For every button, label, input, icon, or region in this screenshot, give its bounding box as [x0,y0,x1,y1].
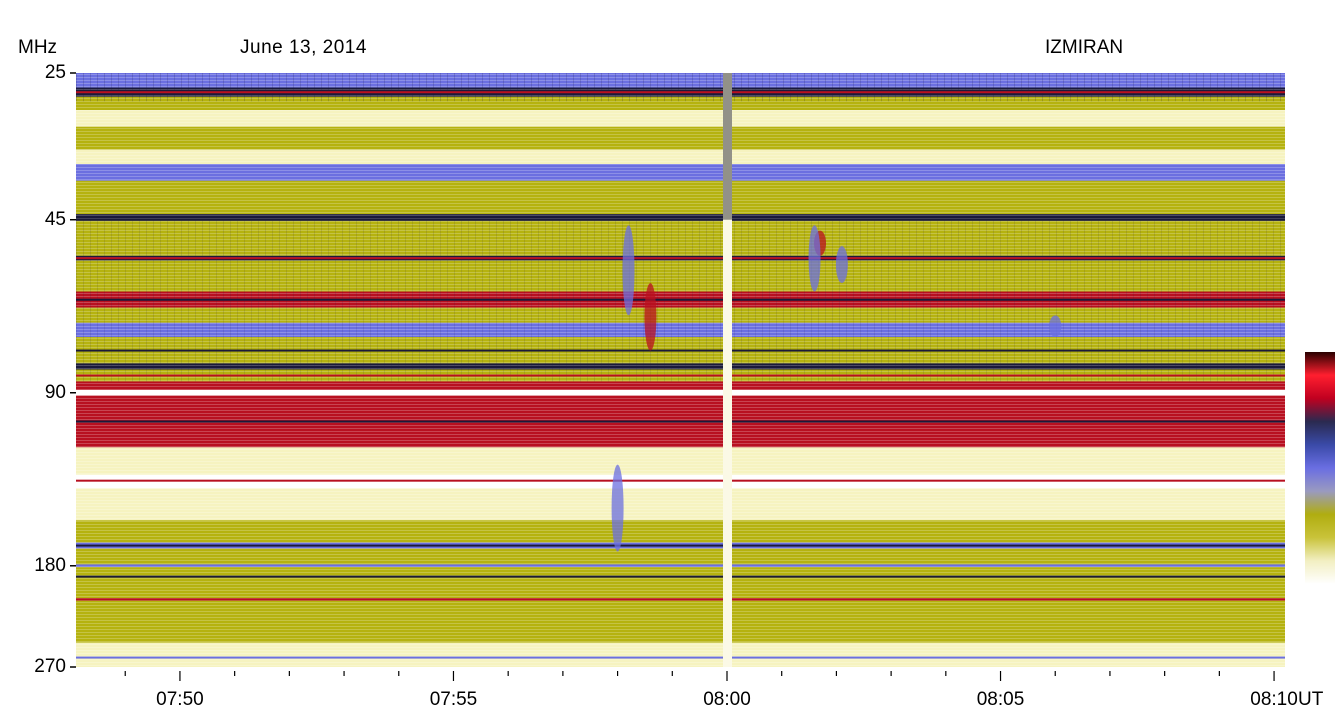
spectrum-line [76,374,1285,377]
spectrum-line [76,656,1285,659]
y-tick-label: 45 [44,208,66,230]
y-tick-label: 90 [44,381,66,403]
burst-feature [622,225,635,316]
x-tick-label: 07:50 [156,689,204,710]
data-gap-column [723,73,732,220]
spectrum-line [76,298,1285,301]
x-tick-label: 07:55 [429,689,478,710]
colorbar-gradient [1305,352,1335,584]
burst-feature [835,246,848,284]
burst-feature [644,283,657,351]
texture-stripes [76,73,1285,102]
x-tick-label: 08:10 [1250,689,1298,710]
spectrum-line [76,91,1285,94]
burst-feature [1049,315,1062,338]
y-tick-label: 270 [34,656,66,677]
x-axis-unit: UT [1298,689,1324,710]
data-gap-column [723,73,732,667]
colorbar [1305,352,1335,584]
chart-date-title: June 13, 2014 [240,37,367,58]
spectrogram-plot [76,73,1285,667]
spectrum-line [76,349,1285,352]
burst-feature [611,464,624,552]
spectrum-line [76,575,1285,578]
spectrum-line [76,420,1285,423]
spectrum-line [76,218,1285,221]
burst-feature [808,225,821,292]
spectrum-line [76,479,1285,482]
spectrum-line [76,598,1285,601]
y-tick-label: 180 [34,554,66,576]
x-tick-label: 08:05 [976,689,1025,710]
spectrum-line [76,257,1285,260]
spectrogram-svg [76,73,1285,667]
spectrum-line [76,544,1285,547]
x-tick-label: 08:00 [703,689,751,710]
y-axis-unit: MHz [18,37,58,58]
y-tick-label: 25 [44,62,66,83]
station-name: IZMIRAN [1045,37,1124,58]
